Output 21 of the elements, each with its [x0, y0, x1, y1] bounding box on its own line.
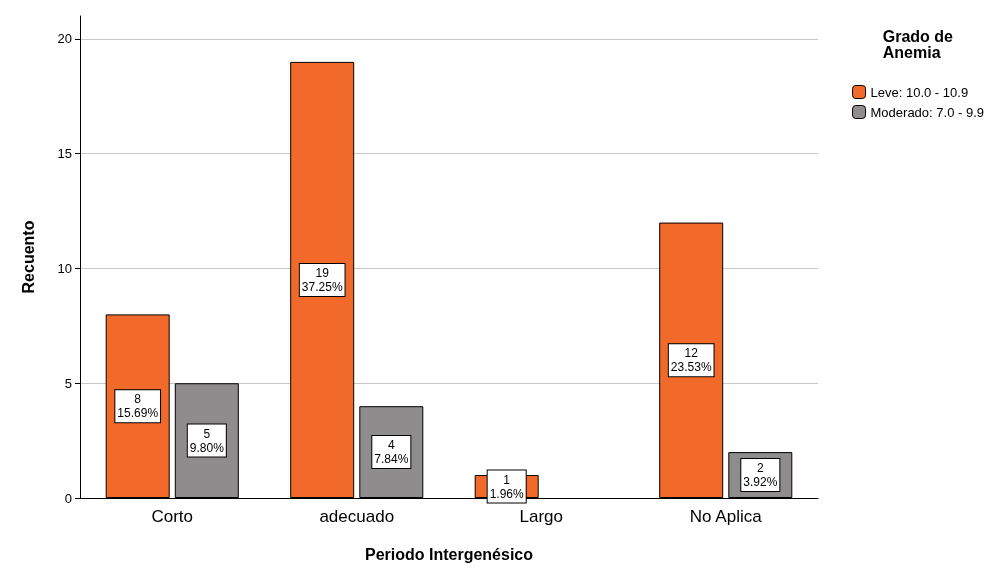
x-tick-label: Corto — [151, 507, 194, 526]
legend-label: Moderado: 7.0 - 9.9 — [870, 104, 985, 120]
data-label: 1 1.96% — [489, 472, 525, 501]
data-label: 19 37.25% — [301, 265, 343, 294]
y-tick-label: 0 — [64, 490, 72, 506]
y-tick-label: 15 — [57, 146, 72, 162]
y-tick-label: 10 — [57, 260, 72, 276]
y-tick-label: 5 — [64, 375, 72, 391]
x-axis-title: Periodo Intergenésico — [364, 545, 534, 563]
legend-label: Leve: 10.0 - 10.9 — [870, 84, 969, 100]
y-tick-label: 20 — [57, 31, 72, 47]
x-tick-label: Largo — [519, 507, 563, 526]
data-label: 8 15.69% — [117, 392, 159, 421]
x-tick-label: No Aplica — [689, 507, 763, 526]
legend-title: Grado de Anemia — [882, 27, 954, 61]
y-axis-title: Recuento — [19, 220, 37, 294]
data-label: 12 23.53% — [670, 346, 712, 375]
x-tick-label: adecuado — [319, 507, 395, 526]
data-label: 4 7.84% — [374, 438, 409, 467]
data-label: 2 3.92% — [743, 461, 778, 490]
data-label: 5 9.80% — [189, 426, 225, 455]
